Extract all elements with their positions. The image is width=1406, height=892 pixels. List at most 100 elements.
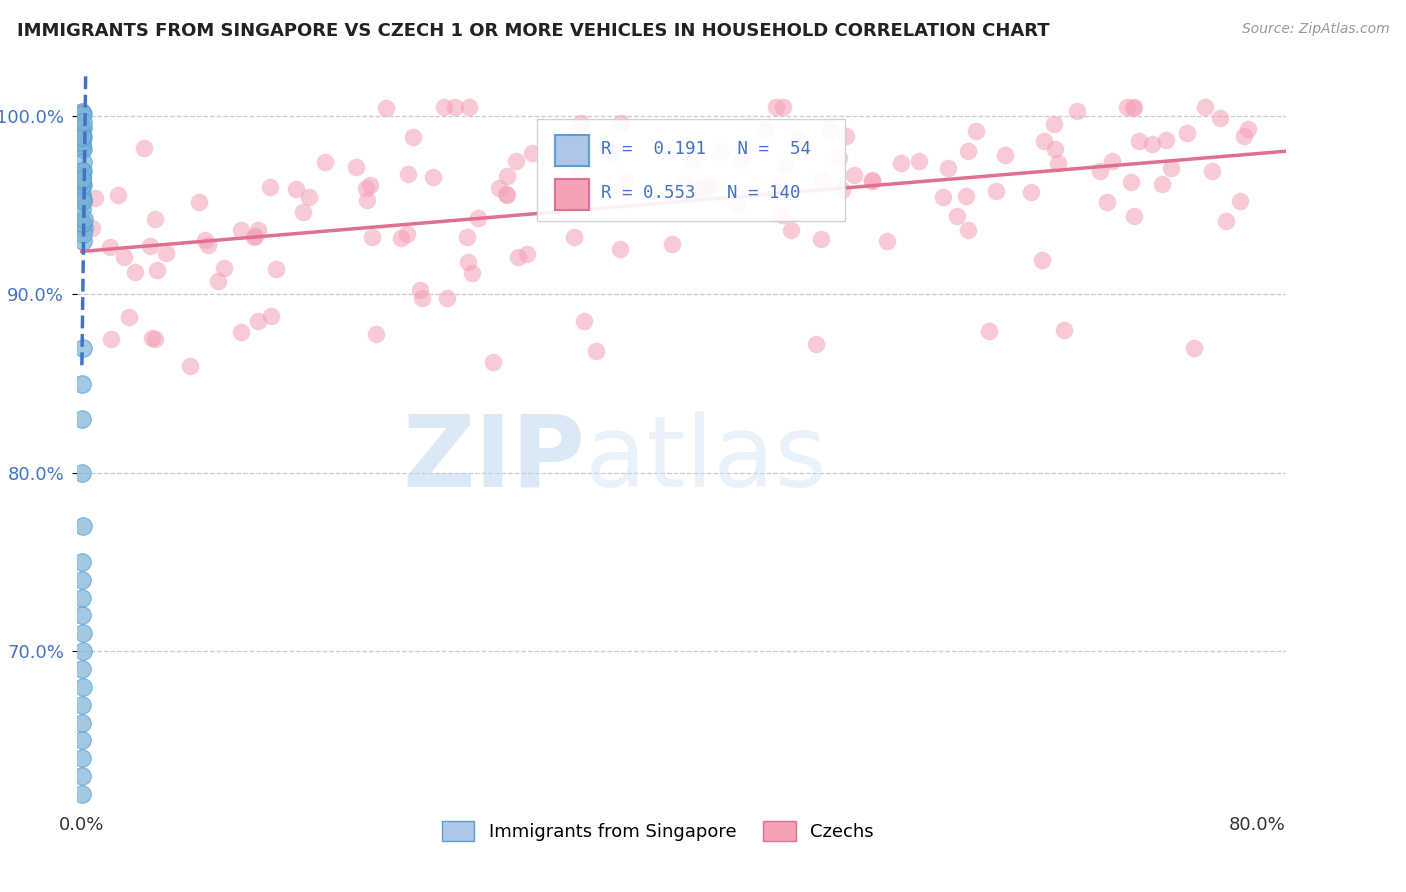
Point [482,355,505,369]
Point [831,183,853,197]
Point [1033,134,1056,148]
Point [141,331,163,345]
Point [787,132,810,146]
Point [82,221,104,235]
Point [391,230,413,244]
Point [1066,104,1088,119]
Point [810,231,832,245]
Point [70,751,93,765]
Point [966,124,988,138]
Point [73,221,96,235]
Point [155,246,177,260]
Point [1160,161,1182,176]
Point [994,148,1017,162]
Point [495,187,517,202]
Point [1233,129,1256,144]
Point [207,274,229,288]
Point [143,332,166,346]
Point [1053,323,1076,337]
Point [72,341,94,355]
Point [72,519,94,533]
Point [876,234,898,248]
Point [505,154,527,169]
Point [770,208,793,222]
Point [709,145,731,160]
Point [98,240,121,254]
Point [143,212,166,227]
Point [673,177,696,191]
Point [72,626,94,640]
Point [772,100,794,114]
Point [194,233,217,247]
Point [890,156,912,170]
Point [70,104,93,119]
Point [562,230,585,244]
Point [72,115,94,129]
Point [609,243,631,257]
Point [72,234,94,248]
Point [297,190,319,204]
Point [396,227,419,241]
Point [70,139,93,153]
Point [567,168,589,182]
Point [456,229,478,244]
Point [1142,136,1164,151]
Point [1119,175,1142,189]
FancyBboxPatch shape [555,136,589,166]
Point [361,230,384,244]
Point [72,193,94,207]
Point [1122,101,1144,115]
Point [70,174,93,188]
Point [72,187,94,202]
Text: IMMIGRANTS FROM SINGAPORE VS CZECH 1 OR MORE VEHICLES IN HOUSEHOLD CORRELATION C: IMMIGRANTS FROM SINGAPORE VS CZECH 1 OR … [17,22,1049,40]
Point [70,178,93,193]
Point [1128,135,1150,149]
Point [70,591,93,605]
Point [496,169,519,183]
Point [700,178,723,193]
Point [1194,100,1216,114]
Point [72,787,94,801]
Point [83,190,105,204]
Point [70,698,93,712]
Point [72,154,94,169]
Point [70,129,93,144]
Point [1043,117,1066,131]
Point [936,161,959,175]
Point [773,159,796,173]
Point [100,332,122,346]
Point [344,160,367,174]
Point [661,237,683,252]
Point [1031,252,1053,267]
Point [247,223,270,237]
Point [292,205,315,219]
Point [818,121,841,136]
Point [112,250,135,264]
Point [72,178,94,193]
Point [70,120,93,135]
Point [409,283,432,297]
Point [72,644,94,658]
Point [146,263,169,277]
Point [585,344,607,359]
Point [72,227,94,241]
Point [614,175,637,189]
Point [433,100,456,114]
Point [547,185,569,199]
Point [460,267,482,281]
Point [70,376,93,391]
Point [72,121,94,136]
Point [731,152,754,166]
Point [411,291,433,305]
Point [72,190,94,204]
Point [1229,194,1251,208]
Point [70,769,93,783]
Point [835,129,858,144]
Point [356,193,378,207]
Point [72,466,94,480]
Point [977,324,1000,338]
FancyBboxPatch shape [555,179,589,210]
Point [908,154,931,169]
Point [986,184,1008,198]
Point [107,187,129,202]
